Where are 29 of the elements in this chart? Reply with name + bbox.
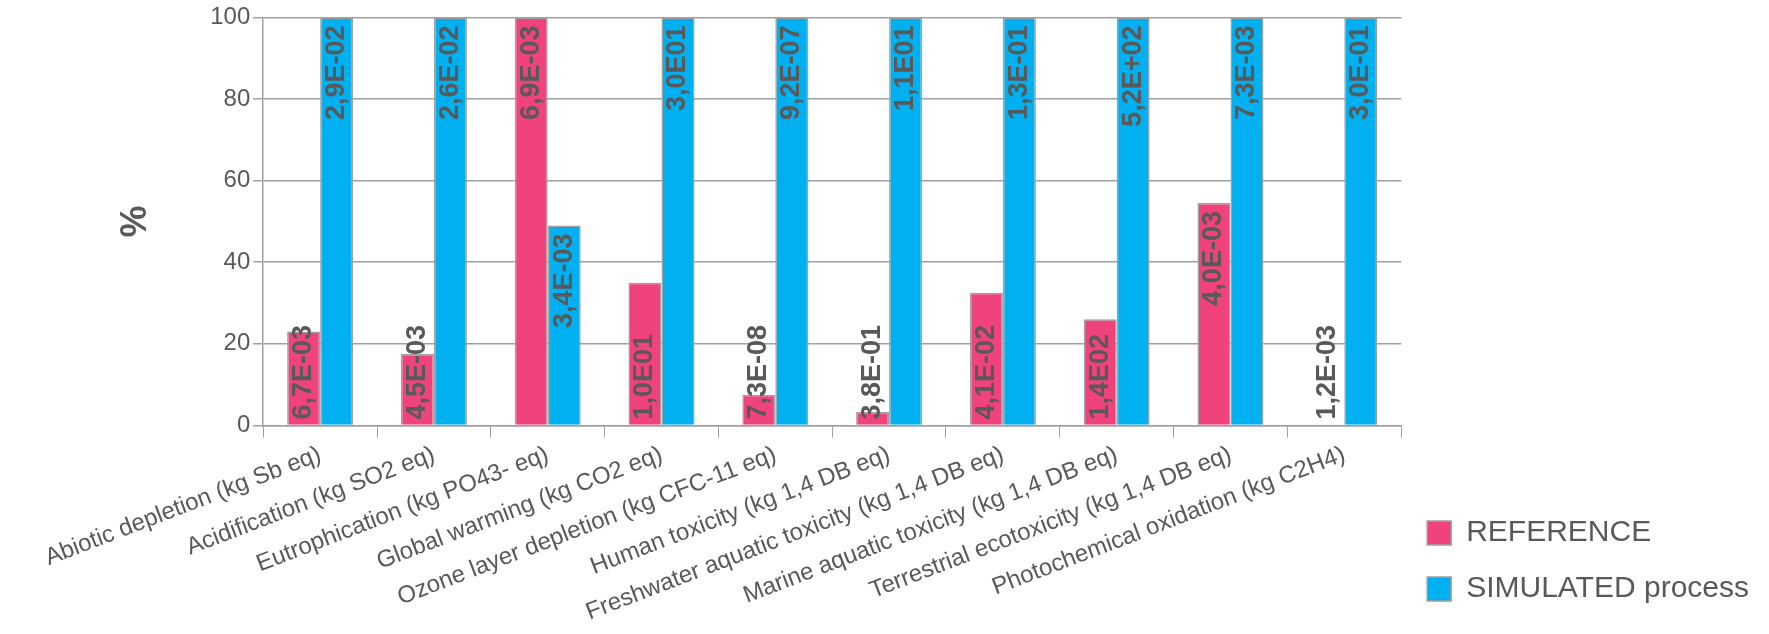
- annotation: 1,0E01: [628, 333, 659, 420]
- annotation: 2,6E-02: [433, 25, 464, 120]
- annotation: 9,2E-07: [775, 25, 806, 120]
- annotation: 4,0E-03: [1197, 211, 1228, 306]
- y-tick-label: 20: [223, 328, 251, 356]
- y-tick-label: 100: [210, 2, 251, 30]
- annotation: 2,9E-02: [320, 25, 351, 120]
- annotation: 6,7E-03: [287, 324, 318, 420]
- annotation: 1,3E-01: [1002, 25, 1033, 120]
- annotation: 3,4E-03: [547, 233, 578, 329]
- legend-label: REFERENCE: [1466, 514, 1652, 548]
- annotation: 3,0E-01: [1344, 25, 1375, 120]
- y-axis-title: %: [112, 205, 154, 238]
- annotation: 3,8E-01: [856, 324, 887, 420]
- annotation: 6,9E-03: [514, 25, 545, 120]
- y-tick-label: 0: [236, 410, 251, 438]
- legend-label: SIMULATED process: [1466, 570, 1750, 604]
- annotation: 1,2E-03: [1311, 324, 1342, 420]
- annotation: 7,3E-03: [1230, 25, 1261, 120]
- annotation: 1,4E02: [1083, 333, 1114, 420]
- annotation: 4,5E-03: [400, 324, 431, 420]
- y-tick-label: 60: [223, 165, 251, 193]
- y-tick-label: 80: [223, 83, 251, 111]
- annotation: 4,1E-02: [969, 324, 1000, 420]
- annotation: 7,3E-08: [742, 324, 773, 420]
- annotation: 5,2E+02: [1116, 25, 1147, 127]
- y-tick-label: 40: [223, 246, 251, 274]
- annotation: 3,0E01: [661, 25, 692, 111]
- annotation: 1,1E01: [889, 25, 920, 111]
